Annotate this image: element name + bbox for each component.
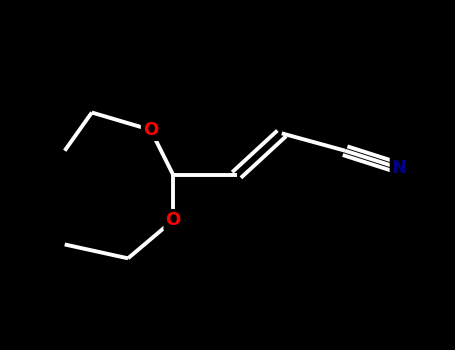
Text: O: O — [143, 121, 158, 139]
Text: O: O — [166, 211, 181, 229]
Text: N: N — [392, 159, 407, 177]
